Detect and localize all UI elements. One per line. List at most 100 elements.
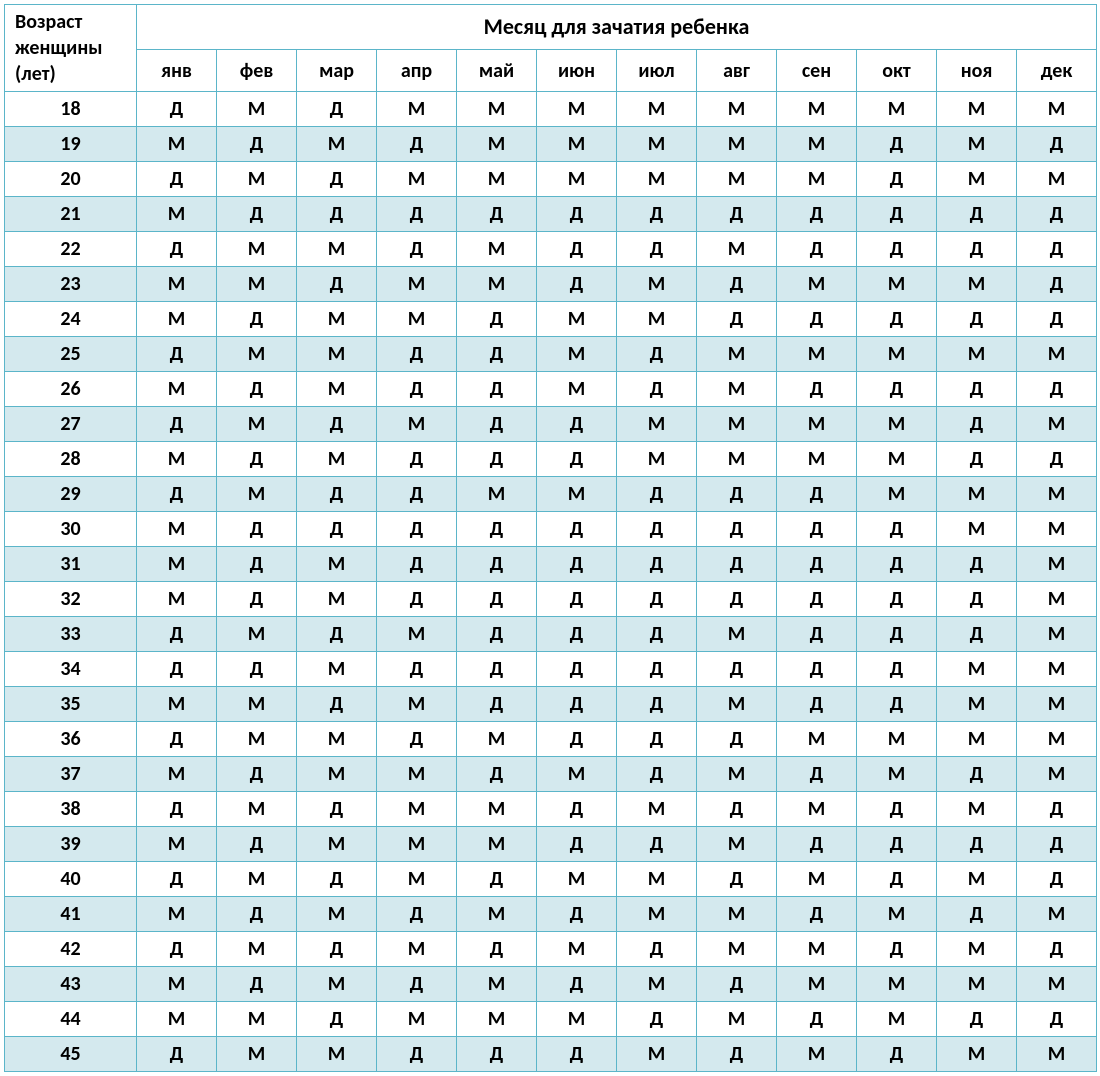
data-cell: Д [937, 232, 1017, 267]
age-cell: 28 [5, 442, 137, 477]
table-row: 33ДМДМДДДМДДДМ [5, 617, 1097, 652]
data-cell: М [937, 722, 1017, 757]
age-cell: 33 [5, 617, 137, 652]
table-row: 20ДМДММММММДММ [5, 162, 1097, 197]
data-cell: М [457, 127, 537, 162]
data-cell: М [217, 1002, 297, 1037]
data-cell: Д [777, 547, 857, 582]
data-cell: Д [297, 267, 377, 302]
data-cell: М [1017, 652, 1097, 687]
data-cell: Д [537, 442, 617, 477]
data-cell: М [697, 127, 777, 162]
data-cell: Д [217, 302, 297, 337]
data-cell: М [297, 827, 377, 862]
data-cell: Д [297, 932, 377, 967]
data-cell: Д [377, 547, 457, 582]
data-cell: Д [537, 197, 617, 232]
data-cell: М [537, 757, 617, 792]
data-cell: Д [377, 337, 457, 372]
data-cell: Д [777, 617, 857, 652]
data-cell: Д [1017, 302, 1097, 337]
data-cell: М [537, 1002, 617, 1037]
month-header: мар [297, 50, 377, 92]
data-cell: Д [537, 687, 617, 722]
data-cell: Д [537, 512, 617, 547]
data-cell: М [137, 197, 217, 232]
data-cell: Д [617, 197, 697, 232]
data-cell: М [457, 967, 537, 1002]
data-cell: Д [217, 897, 297, 932]
data-cell: Д [857, 372, 937, 407]
data-cell: М [617, 792, 697, 827]
data-cell: М [1017, 582, 1097, 617]
data-cell: Д [937, 617, 1017, 652]
data-cell: Д [617, 512, 697, 547]
data-cell: М [617, 442, 697, 477]
data-cell: Д [457, 442, 537, 477]
data-cell: М [217, 477, 297, 512]
data-cell: М [937, 477, 1017, 512]
data-cell: М [137, 512, 217, 547]
month-header: апр [377, 50, 457, 92]
age-cell: 29 [5, 477, 137, 512]
gender-calendar-table: Возраст женщины (лет) Месяц для зачатия … [4, 4, 1097, 1072]
data-cell: Д [617, 1002, 697, 1037]
age-cell: 25 [5, 337, 137, 372]
data-cell: Д [217, 547, 297, 582]
data-cell: Д [617, 827, 697, 862]
data-cell: М [537, 932, 617, 967]
data-cell: Д [537, 897, 617, 932]
data-cell: Д [377, 897, 457, 932]
data-cell: Д [297, 197, 377, 232]
data-cell: М [457, 827, 537, 862]
data-cell: М [137, 897, 217, 932]
data-cell: М [537, 302, 617, 337]
data-cell: М [297, 302, 377, 337]
data-cell: Д [1017, 827, 1097, 862]
data-cell: Д [297, 1002, 377, 1037]
data-cell: Д [1017, 372, 1097, 407]
data-cell: Д [137, 1037, 217, 1072]
data-cell: М [137, 757, 217, 792]
data-cell: Д [217, 442, 297, 477]
data-cell: М [217, 407, 297, 442]
data-cell: М [777, 267, 857, 302]
data-cell: М [217, 932, 297, 967]
data-cell: Д [297, 687, 377, 722]
month-header: фев [217, 50, 297, 92]
table-row: 28МДМДДДММММДД [5, 442, 1097, 477]
data-cell: М [697, 92, 777, 127]
data-cell: М [857, 1002, 937, 1037]
data-cell: Д [297, 162, 377, 197]
table-row: 18ДМДМММММММММ [5, 92, 1097, 127]
data-cell: М [297, 547, 377, 582]
data-cell: Д [937, 827, 1017, 862]
data-cell: Д [617, 547, 697, 582]
data-cell: М [457, 267, 537, 302]
data-cell: Д [297, 407, 377, 442]
data-cell: М [937, 687, 1017, 722]
data-cell: Д [457, 582, 537, 617]
data-cell: Д [457, 197, 537, 232]
data-cell: М [697, 617, 777, 652]
data-cell: М [297, 337, 377, 372]
data-cell: М [697, 757, 777, 792]
data-cell: М [777, 967, 857, 1002]
table-row: 23ММДММДМДМММД [5, 267, 1097, 302]
data-cell: М [857, 477, 937, 512]
table-row: 34ДДМДДДДДДДММ [5, 652, 1097, 687]
table-row: 40ДМДМДММДМДМД [5, 862, 1097, 897]
data-cell: М [137, 302, 217, 337]
data-cell: М [377, 932, 457, 967]
table-body: 18ДМДМММММММММ19МДМДМММММДМД20ДМДММММММД… [5, 92, 1097, 1072]
data-cell: М [777, 162, 857, 197]
data-cell: Д [937, 1002, 1017, 1037]
data-cell: Д [537, 547, 617, 582]
data-cell: М [857, 267, 937, 302]
data-cell: М [457, 722, 537, 757]
data-cell: Д [217, 512, 297, 547]
data-cell: М [1017, 337, 1097, 372]
month-header: авг [697, 50, 777, 92]
data-cell: Д [377, 582, 457, 617]
data-cell: М [697, 932, 777, 967]
